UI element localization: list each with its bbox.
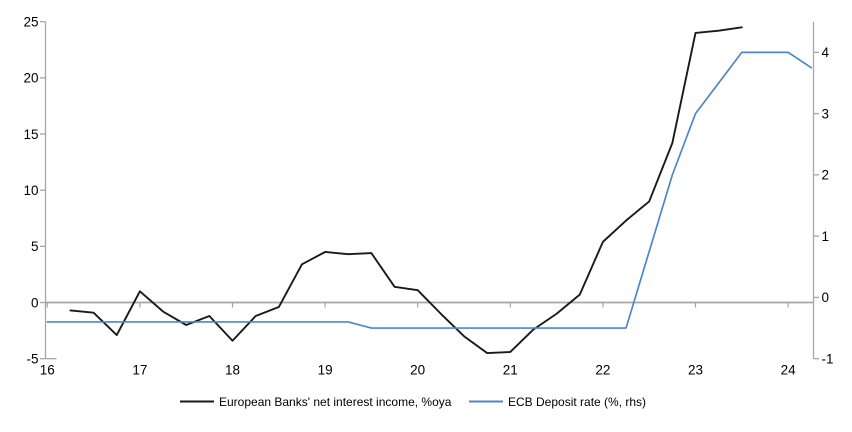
right-axis-tick-label: 1 <box>822 229 830 244</box>
series-layer <box>46 26 813 355</box>
left-axis-tick-label: 5 <box>31 239 39 254</box>
left-axis-tick-label: 10 <box>23 183 38 198</box>
x-axis-year-label: 24 <box>781 363 797 378</box>
legend-label-ecb-deposit-rate: ECB Deposit rate (%, rhs) <box>508 395 646 409</box>
x-axis-year-label: 19 <box>318 363 333 378</box>
x-axis-year-label: 20 <box>410 363 425 378</box>
legend-label-net-interest-income: European Banks' net interest income, %oy… <box>219 395 452 409</box>
right-axis-tick-label: 4 <box>822 45 830 60</box>
left-axis-tick-label: 15 <box>23 127 38 142</box>
right-axis-tick-label: -1 <box>822 352 834 367</box>
left-axis-tick-label: 0 <box>31 295 39 310</box>
x-axis-year-label: 16 <box>40 363 55 378</box>
right-axis-tick-label: 0 <box>822 290 830 305</box>
right-axis-tick-label: 3 <box>822 106 830 121</box>
left-axis-tick-label: -5 <box>26 352 38 367</box>
chart-legend: European Banks' net interest income, %oy… <box>180 395 646 409</box>
right-axis-tick-label: 2 <box>822 168 830 183</box>
x-axis-year-label: 17 <box>132 363 147 378</box>
nii-line <box>69 26 743 355</box>
x-axis-year-label: 18 <box>225 363 240 378</box>
x-axis-year-label: 21 <box>503 363 518 378</box>
ecb-deposit-rate-line <box>46 51 813 329</box>
x-axis-year-label: 22 <box>595 363 610 378</box>
left-axis-tick-label: 25 <box>23 15 38 30</box>
x-axis-year-label: 23 <box>688 363 703 378</box>
left-axis-tick-label: 20 <box>23 71 38 86</box>
